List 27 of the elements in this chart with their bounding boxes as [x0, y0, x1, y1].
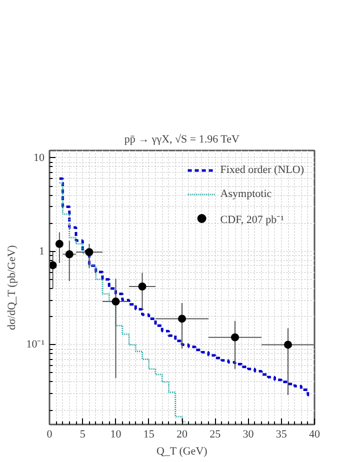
point	[85, 248, 94, 256]
y-tick-label: 10	[34, 152, 45, 164]
point	[50, 261, 57, 270]
x-tick-label: 30	[242, 428, 254, 440]
point	[55, 240, 64, 248]
chart-title: pp̄ → γγX, √S = 1.96 TeV	[124, 134, 240, 146]
legend-label: CDF, 207 pb⁻¹	[220, 212, 284, 226]
x-tick-label: 35	[276, 428, 288, 440]
point	[231, 333, 239, 342]
x-tick-label: 20	[176, 428, 188, 440]
x-tick-label: 10	[110, 428, 122, 440]
point	[112, 298, 120, 306]
y-tick-label: 1	[39, 245, 44, 258]
x-tick-label: 0	[46, 428, 53, 440]
point	[284, 340, 292, 349]
point	[65, 250, 74, 258]
y-tick-label: 10⁻¹	[26, 338, 45, 351]
x-tick-label: 40	[309, 428, 320, 440]
point	[138, 282, 146, 291]
x-tick-label: 25	[210, 428, 222, 440]
legend-label: Asymptotic	[220, 188, 272, 200]
point	[178, 314, 186, 323]
legend-label: Fixed order (NLO)	[220, 164, 304, 176]
x-tick-label: 5	[80, 428, 86, 440]
y-axis-title: dσ/dQ_T (pb/GeV)	[6, 244, 18, 330]
x-tick-label: 15	[143, 428, 155, 440]
x-axis-title: Q_T (GeV)	[156, 446, 208, 458]
